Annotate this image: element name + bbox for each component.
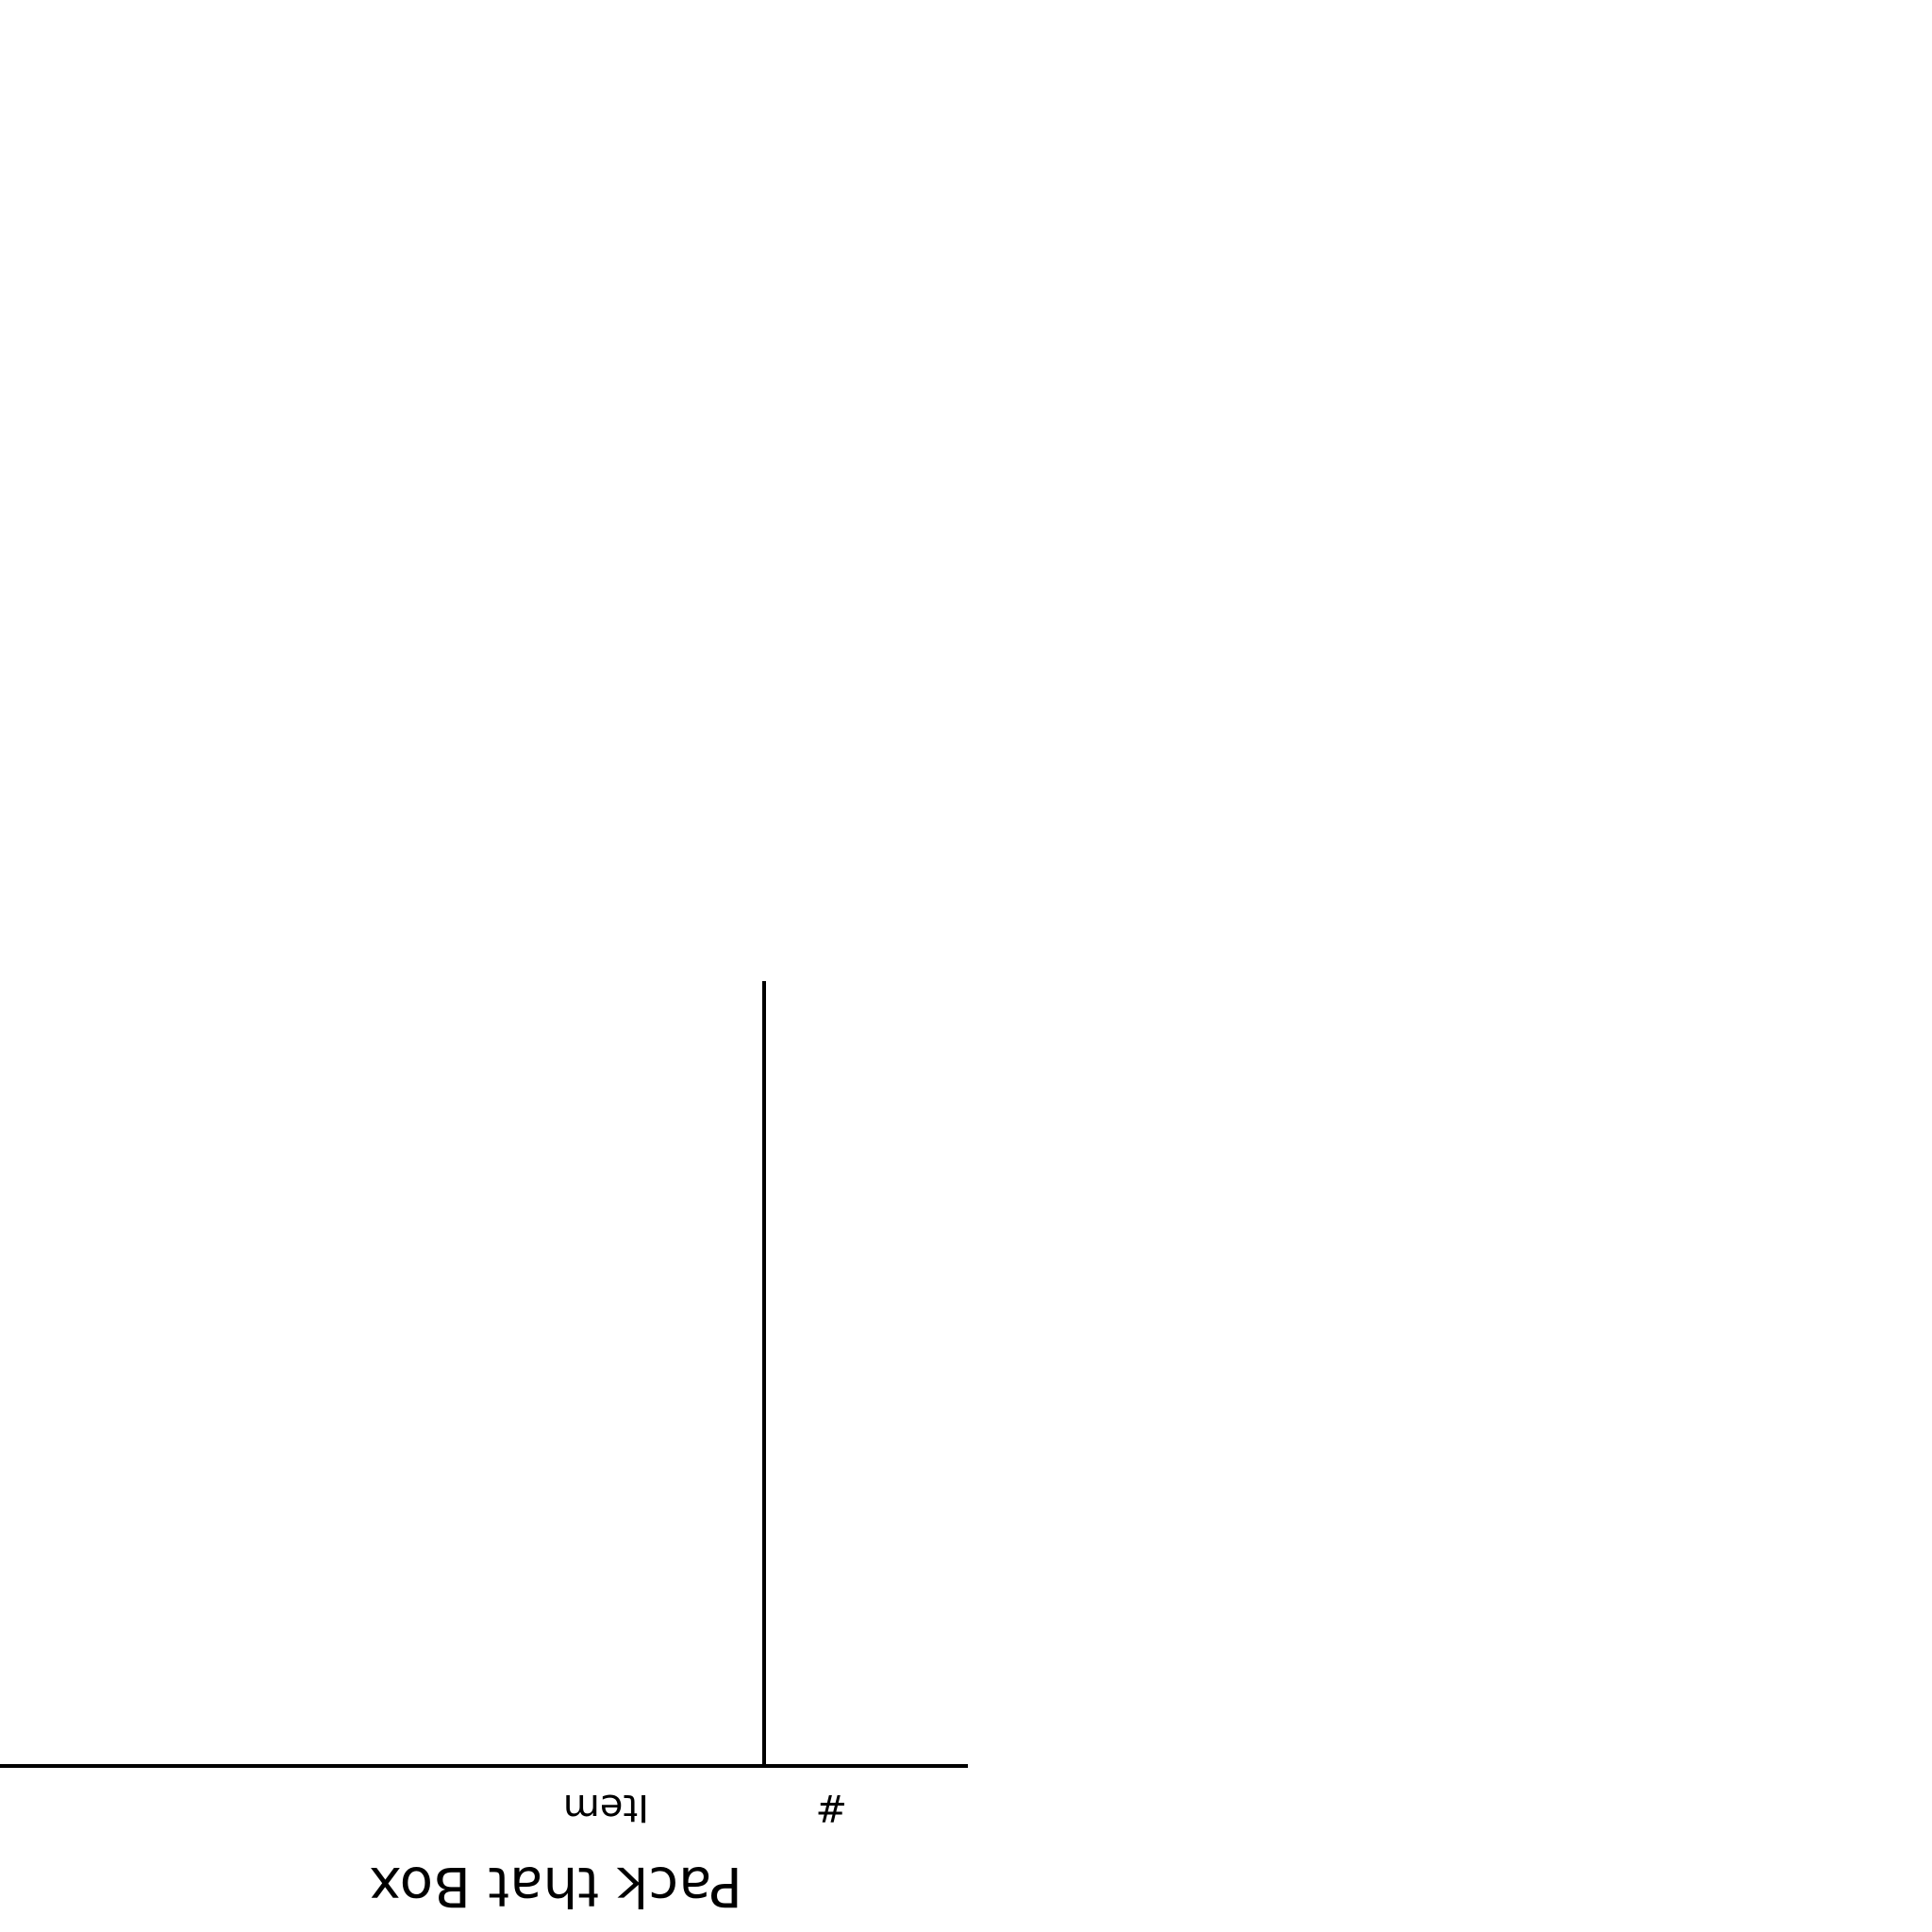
column-divider-line	[762, 981, 766, 1766]
form-title: Pack that Box	[369, 1855, 742, 1919]
column-header-number: #	[815, 1786, 847, 1829]
column-header-item: Item	[562, 1786, 649, 1829]
header-divider-line	[0, 1764, 968, 1768]
